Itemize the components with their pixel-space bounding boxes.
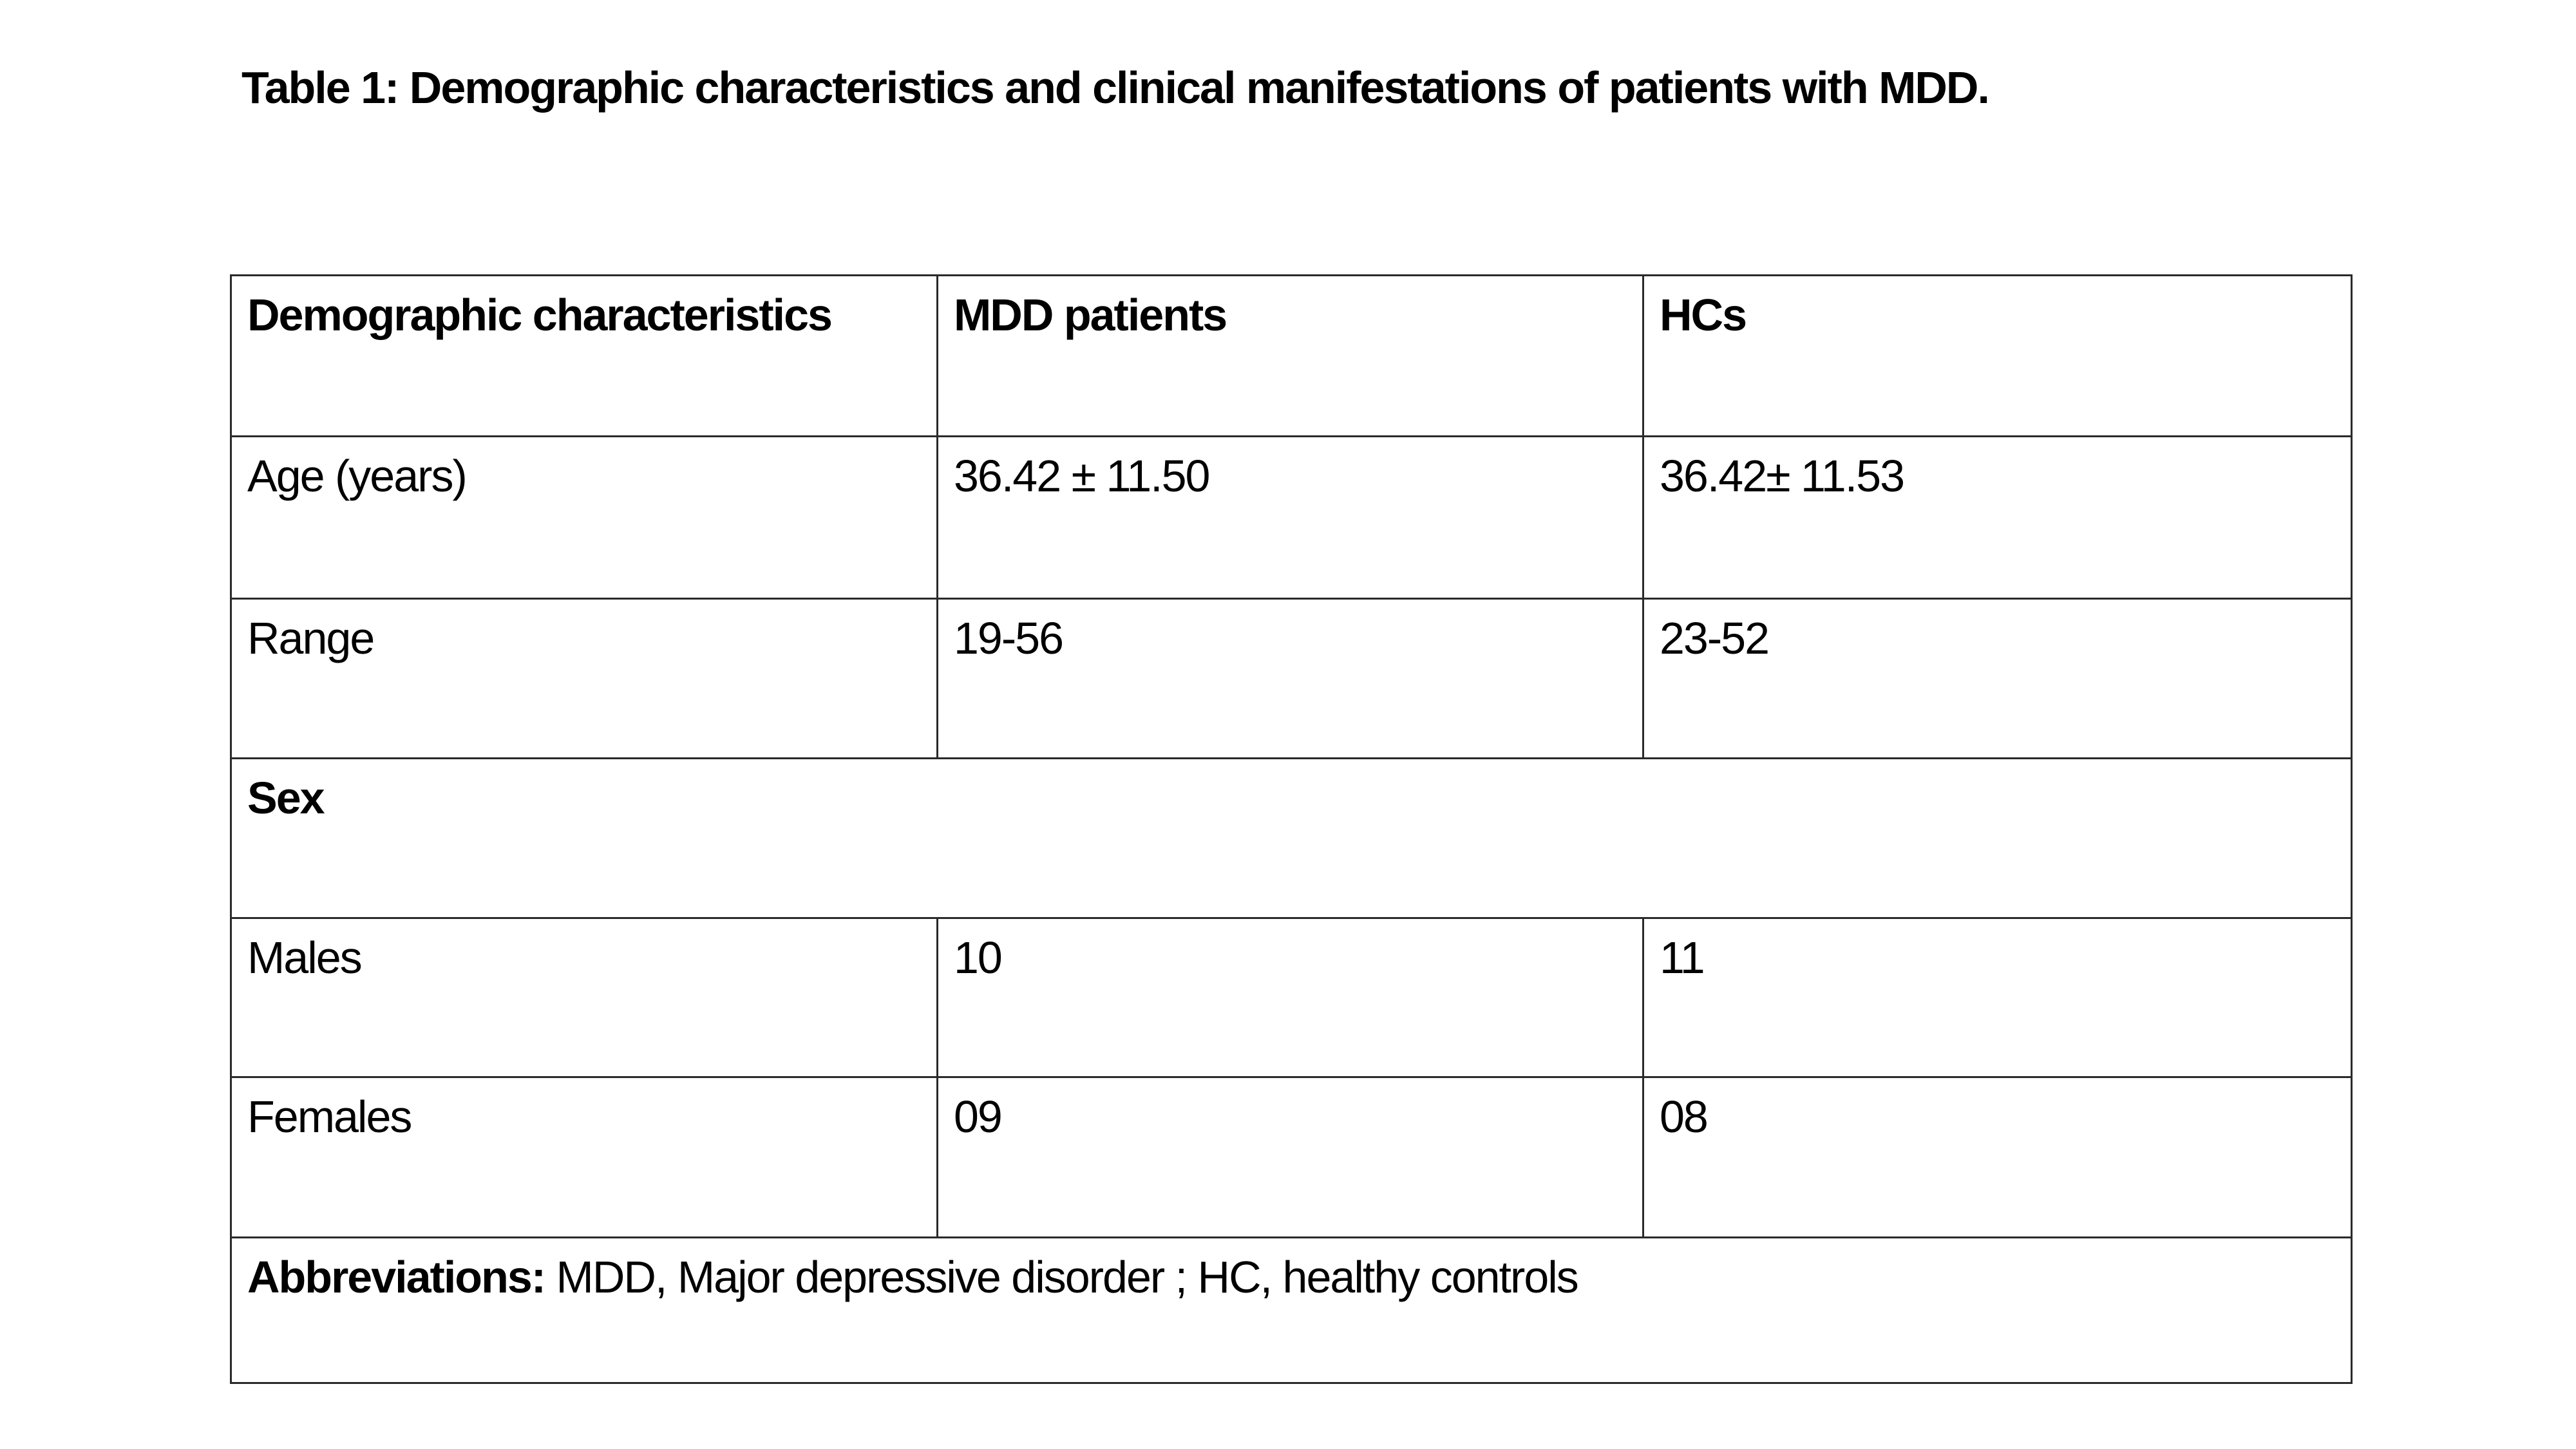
males-label-cell: Males	[230, 917, 938, 1078]
age-mdd-value-cell: 36.42 ± 11.50	[936, 435, 1644, 600]
range-label-cell: Range	[230, 598, 938, 759]
table-row-age: Age (years) 36.42 ± 11.50 36.42± 11.53	[230, 435, 2353, 600]
males-hc-value-cell: 11	[1642, 917, 2353, 1078]
table-row-sex-section: Sex	[230, 757, 2353, 919]
table-row-males: Males 10 11	[230, 917, 2353, 1078]
header-cell-hcs: HCs	[1642, 274, 2353, 437]
females-label-cell: Females	[230, 1076, 938, 1238]
range-mdd-value-cell: 19-56	[936, 598, 1644, 759]
table-row-abbreviations: Abbreviations: MDD, Major depressive dis…	[230, 1236, 2353, 1384]
header-cell-demographic-characteristics: Demographic characteristics	[230, 274, 938, 437]
females-mdd-value-cell: 09	[936, 1076, 1644, 1238]
sex-section-cell: Sex	[230, 757, 2353, 919]
table-header-row: Demographic characteristics MDD patients…	[230, 274, 2353, 437]
females-hc-value-cell: 08	[1642, 1076, 2353, 1238]
table-row-range: Range 19-56 23-52	[230, 598, 2353, 759]
males-mdd-value-cell: 10	[936, 917, 1644, 1078]
abbreviations-note-cell: Abbreviations: MDD, Major depressive dis…	[230, 1236, 2353, 1384]
abbreviations-label: Abbreviations:	[247, 1252, 546, 1302]
table-caption: Table 1: Demographic characteristics and…	[242, 62, 1990, 113]
range-hc-value-cell: 23-52	[1642, 598, 2353, 759]
table-row-females: Females 09 08	[230, 1076, 2353, 1238]
demographics-table: Demographic characteristics MDD patients…	[230, 274, 2353, 1384]
age-label-cell: Age (years)	[230, 435, 938, 600]
abbreviations-text: MDD, Major depressive disorder ; HC, hea…	[545, 1252, 1579, 1302]
age-hc-value-cell: 36.42± 11.53	[1642, 435, 2353, 600]
header-cell-mdd-patients: MDD patients	[936, 274, 1644, 437]
